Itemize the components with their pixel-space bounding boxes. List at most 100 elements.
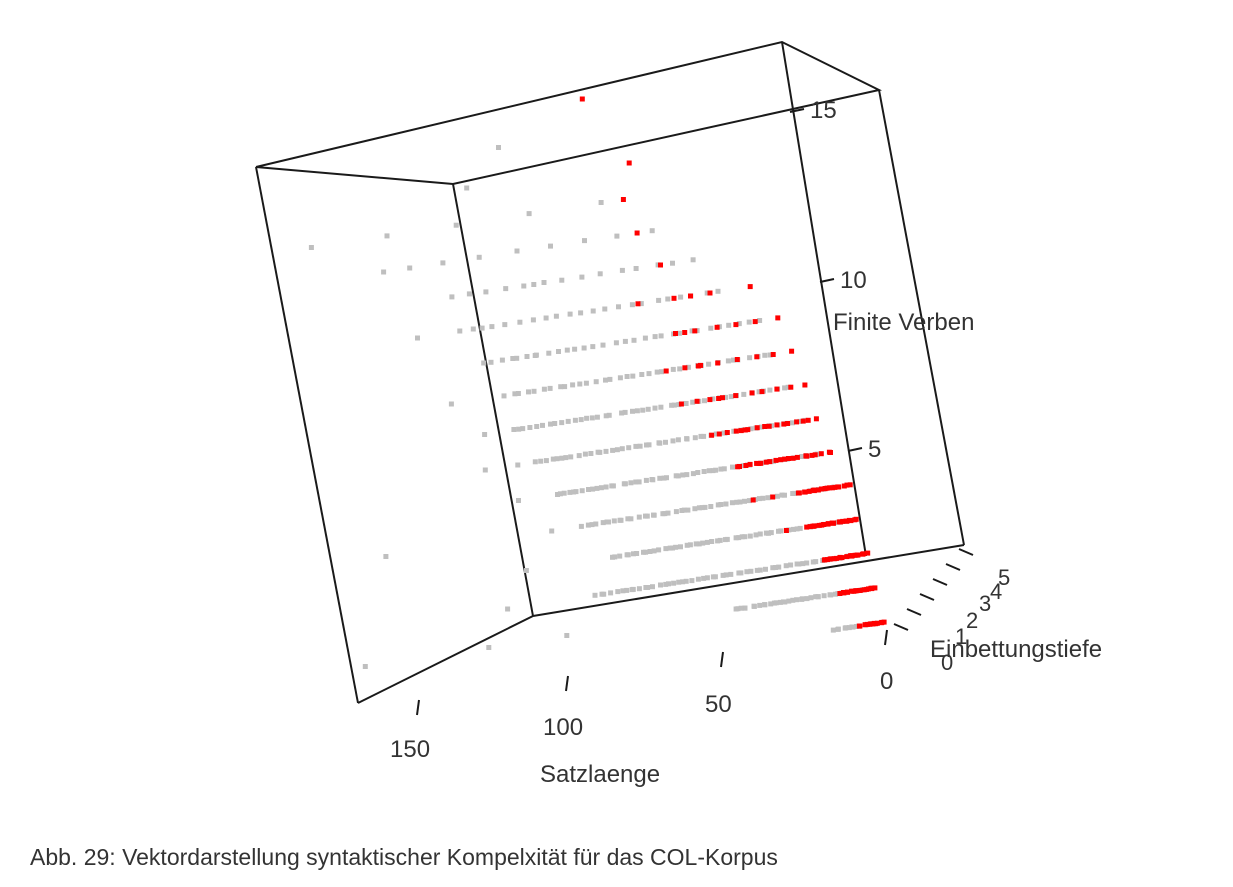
data-point-gray: [767, 352, 773, 358]
data-point-gray: [699, 505, 705, 511]
data-point-gray: [685, 507, 691, 513]
data-point-gray: [631, 337, 637, 343]
data-point-gray: [481, 360, 487, 366]
data-points-red: [579, 96, 887, 629]
data-point-gray: [448, 401, 454, 407]
data-point-gray: [489, 324, 495, 330]
data-point-gray: [708, 325, 714, 331]
data-point-gray: [624, 552, 630, 558]
data-point-gray: [842, 625, 848, 631]
data-point-gray: [588, 451, 594, 456]
data-point-red: [671, 295, 677, 301]
data-point-red: [759, 389, 765, 395]
data-point-gray: [678, 544, 683, 550]
data-point-red: [843, 518, 849, 524]
data-point-gray: [626, 445, 632, 451]
data-point-gray: [651, 548, 657, 554]
data-point-red: [837, 555, 843, 561]
data-point-gray: [633, 266, 639, 271]
data-point-red: [841, 483, 847, 489]
data-point-gray: [555, 492, 560, 497]
data-point-red: [813, 416, 819, 422]
data-point-gray: [621, 481, 627, 487]
data-point-gray: [671, 402, 677, 408]
y-tick-label: 2: [966, 608, 978, 633]
data-point-gray: [581, 345, 587, 351]
data-point-gray: [701, 433, 707, 439]
x-tick-mark: [565, 675, 569, 692]
data-point-gray: [656, 547, 662, 553]
data-point-gray: [407, 265, 413, 271]
data-point-red: [868, 621, 874, 627]
data-point-gray: [550, 456, 556, 462]
data-point-gray: [742, 534, 748, 540]
data-point-red: [626, 160, 632, 166]
data-point-red: [829, 485, 835, 491]
data-point-gray: [570, 382, 576, 388]
data-point-gray: [633, 479, 639, 485]
data-point-gray: [813, 594, 819, 600]
data-point-gray: [589, 415, 595, 421]
plot-box: [255, 40, 965, 704]
data-point-gray: [572, 346, 578, 352]
data-point-gray: [616, 304, 621, 310]
data-point-red: [790, 455, 796, 461]
data-point-gray: [833, 591, 838, 597]
data-point-gray: [608, 590, 614, 596]
data-point-gray: [663, 581, 669, 587]
box-back-left-edge: [255, 166, 359, 704]
data-point-red: [837, 591, 843, 596]
data-point-gray: [482, 467, 488, 473]
data-point-gray: [723, 394, 728, 400]
data-point-red: [758, 460, 764, 466]
data-point-gray: [760, 495, 766, 501]
data-point-gray: [670, 260, 675, 266]
data-point-red: [879, 619, 885, 625]
data-point-red: [849, 588, 855, 594]
data-point-gray: [673, 509, 679, 515]
data-point-gray: [582, 451, 588, 457]
data-point-gray: [685, 364, 691, 370]
data-point-gray: [717, 537, 723, 543]
data-point-gray: [734, 499, 740, 505]
data-point-red: [770, 494, 776, 500]
data-point-gray: [692, 506, 698, 512]
data-point-gray: [641, 549, 646, 555]
data-point-gray: [440, 260, 446, 266]
data-point-gray: [725, 358, 731, 364]
data-point-gray: [512, 391, 518, 397]
data-point-gray: [849, 624, 855, 630]
data-point-gray: [598, 485, 604, 491]
data-point-red: [745, 427, 751, 433]
data-point-gray: [729, 500, 735, 506]
data-point-gray: [690, 471, 696, 477]
y-tick-mark: [893, 623, 909, 631]
data-point-gray: [767, 387, 773, 393]
data-point-gray: [568, 454, 574, 460]
data-point-gray: [777, 599, 783, 605]
data-point-red: [822, 557, 828, 563]
data-point-gray: [553, 313, 559, 319]
data-point-gray: [678, 294, 684, 300]
data-point-gray: [514, 248, 520, 254]
data-point-gray: [786, 598, 792, 604]
x-tick-label: 0: [880, 668, 893, 695]
data-point-gray: [590, 486, 596, 492]
data-point-gray: [617, 553, 623, 559]
data-point-gray: [558, 384, 564, 390]
data-point-red: [861, 551, 867, 557]
data-point-gray: [713, 467, 719, 473]
data-point-gray: [808, 595, 814, 601]
data-point-red: [857, 587, 863, 593]
data-point-gray: [521, 283, 527, 289]
data-point-gray: [776, 528, 781, 534]
data-point-gray: [526, 211, 532, 217]
data-point-gray: [624, 587, 630, 593]
data-point-gray: [482, 432, 488, 437]
data-point-gray: [757, 318, 763, 323]
data-point-gray: [466, 291, 472, 297]
data-point-gray: [464, 185, 470, 191]
data-point-red: [707, 397, 713, 403]
data-point-gray: [658, 404, 664, 410]
data-point-gray: [543, 458, 549, 464]
